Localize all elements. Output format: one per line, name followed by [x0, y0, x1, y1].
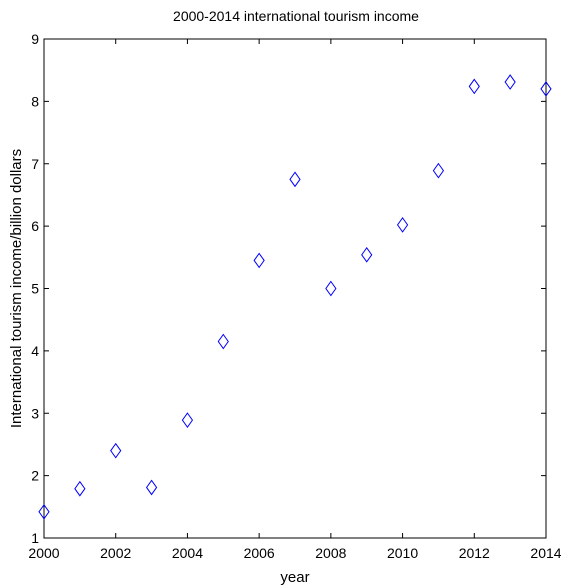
x-tick-label: 2008 — [315, 545, 346, 561]
y-tick-label: 5 — [31, 281, 39, 297]
data-point — [145, 479, 158, 496]
x-tick-label: 2012 — [459, 545, 490, 561]
x-axis-ticks — [43, 39, 547, 538]
y-tick-label: 8 — [31, 93, 39, 109]
y-tick-label: 4 — [31, 343, 39, 359]
y-axis-title: International tourism income/billion dol… — [8, 149, 25, 428]
data-point — [74, 480, 86, 497]
x-axis-title: year — [280, 569, 309, 586]
plot-area — [43, 38, 547, 539]
y-tick-label: 3 — [31, 405, 39, 421]
data-point — [540, 81, 552, 97]
x-tick-label: 2004 — [172, 545, 203, 561]
x-axis-tick-labels: 2000 2002 2004 2006 2008 2010 2012 2014 — [28, 545, 561, 561]
data-point — [396, 217, 409, 233]
data-point — [289, 171, 301, 188]
y-axis-ticks — [44, 38, 546, 539]
y-tick-label: 1 — [31, 530, 39, 546]
x-tick-label: 2014 — [530, 545, 561, 561]
data-points — [38, 74, 552, 520]
y-tick-label: 7 — [31, 156, 39, 172]
data-point — [325, 280, 337, 297]
data-point — [217, 333, 229, 350]
x-tick-label: 2002 — [100, 545, 131, 561]
data-point — [110, 442, 122, 459]
data-point — [468, 78, 480, 95]
y-axis-tick-labels: 1 2 3 4 5 6 7 8 9 — [31, 31, 39, 546]
chart-title: 2000-2014 international tourism income — [173, 8, 419, 24]
x-tick-label: 2006 — [244, 545, 275, 561]
data-point — [504, 74, 516, 90]
x-tick-label: 2000 — [28, 545, 59, 561]
data-point — [181, 412, 194, 428]
y-tick-label: 9 — [31, 31, 39, 47]
data-point — [253, 252, 265, 269]
y-tick-label: 2 — [31, 468, 39, 484]
x-tick-label: 2010 — [387, 545, 418, 561]
y-tick-label: 6 — [31, 218, 39, 234]
data-point — [361, 246, 373, 263]
data-point — [38, 503, 50, 520]
data-point — [432, 162, 445, 179]
